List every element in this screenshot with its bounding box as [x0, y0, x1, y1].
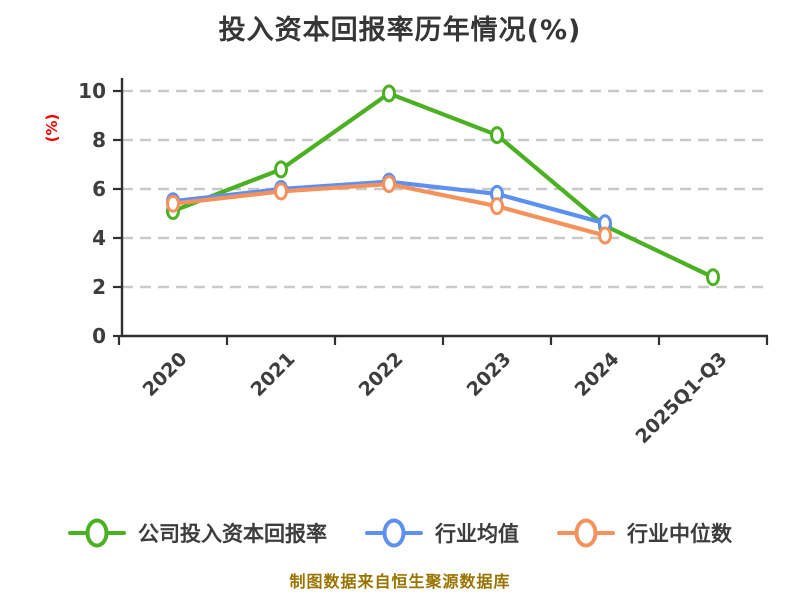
- y-tick-label: 8: [92, 128, 106, 152]
- x-tick-label: 2022: [355, 348, 408, 401]
- y-tick-label: 2: [92, 275, 106, 299]
- y-tick-label: 10: [78, 79, 106, 103]
- legend-item-2: 行业中位数: [557, 518, 732, 548]
- legend-marker-icon: [557, 518, 615, 548]
- series-line-0: [170, 91, 716, 280]
- y-tick-label: 0: [92, 324, 106, 348]
- data-point-series-2: [490, 197, 504, 216]
- x-tick-label: 2021: [247, 348, 300, 401]
- legend: 公司投入资本回报率 行业均值 行业中位数: [0, 518, 800, 548]
- line-chart: 0 2 4 6 8 10 2020 2021 2022 2023 2024 2025Q1-Q3 (%): [43, 78, 769, 448]
- legend-item-1: 行业均值: [365, 518, 519, 548]
- x-tick-label: 2020: [139, 348, 192, 401]
- y-tick-label: 6: [92, 177, 106, 201]
- data-point-series-0: [382, 84, 396, 103]
- y-axis-unit-label: (%): [43, 114, 61, 143]
- x-tick-label: 2023: [463, 348, 516, 401]
- legend-label: 行业均值: [435, 522, 519, 546]
- y-tick-label: 4: [92, 226, 106, 250]
- chart-title: 投入资本回报率历年情况(%): [218, 15, 582, 46]
- data-point-series-2: [382, 175, 396, 194]
- legend-ellipse: [382, 518, 406, 548]
- legend-ellipse: [574, 518, 598, 548]
- legend-marker-icon: [68, 518, 126, 548]
- x-tick-label: 2025Q1-Q3: [631, 348, 731, 448]
- data-point-series-0: [706, 268, 720, 287]
- legend-label: 行业中位数: [627, 522, 732, 546]
- legend-marker-icon: [365, 518, 423, 548]
- data-point-series-2: [598, 226, 612, 245]
- data-point-series-0: [274, 160, 288, 179]
- data-point-series-2: [274, 182, 288, 201]
- data-source-note: 制图数据来自恒生聚源数据库: [289, 572, 511, 591]
- legend-label: 公司投入资本回报率: [138, 522, 327, 546]
- legend-item-0: 公司投入资本回报率: [68, 518, 327, 548]
- data-point-series-2: [166, 194, 180, 213]
- data-point-series-0: [490, 126, 504, 145]
- x-tick-label: 2024: [571, 348, 624, 401]
- legend-ellipse: [85, 518, 109, 548]
